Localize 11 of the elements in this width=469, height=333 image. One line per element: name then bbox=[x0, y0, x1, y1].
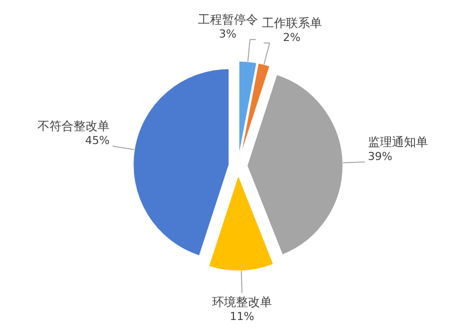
slice: 监理通知单 39% bbox=[246, 74, 428, 256]
data-label: 45% bbox=[85, 134, 110, 148]
data-label: 11% bbox=[230, 310, 254, 323]
slice-label: 环境整改单 bbox=[212, 294, 272, 309]
slice-label: 不符合整改单 bbox=[38, 119, 110, 134]
data-label: 39% bbox=[368, 150, 392, 164]
data-label: 3% bbox=[219, 28, 236, 41]
slice-label: 工作联系单 bbox=[262, 16, 322, 30]
slice-label: 监理通知单 bbox=[368, 135, 428, 150]
data-label: 2% bbox=[283, 30, 300, 44]
slice-label: 工程暂停令 bbox=[198, 12, 258, 27]
